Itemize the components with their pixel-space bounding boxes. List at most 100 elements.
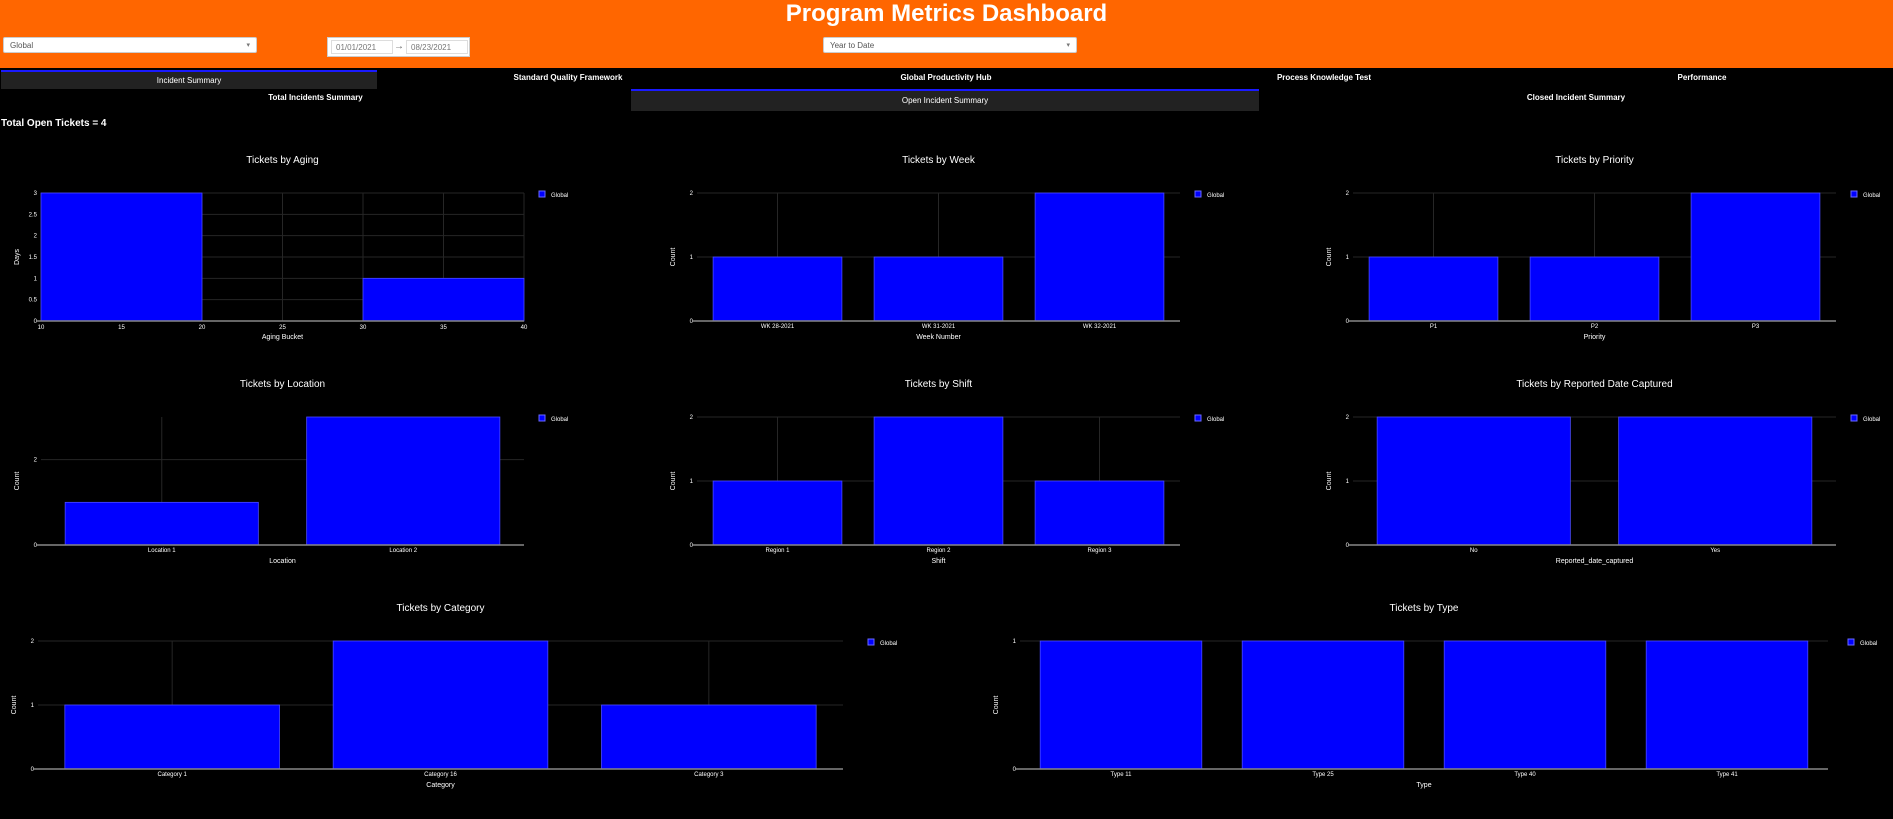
chart-4-bar: [306, 416, 501, 546]
chart-7-xtick: Category 16: [424, 772, 457, 778]
tab-global-productivity-hub[interactable]: Global Productivity Hub: [900, 73, 992, 82]
header-bar: [0, 0, 1893, 68]
chart-8-legend-swatch: [1847, 638, 1855, 646]
chart-5-bar: [873, 416, 1004, 546]
chart-7-ytick: 2: [31, 639, 35, 645]
chart-6-bar: [1618, 416, 1813, 546]
chart-6-xtick: No: [1470, 548, 1478, 554]
chart-3-xtick: P1: [1430, 324, 1438, 330]
chart-2-xtick: WK 32-2021: [1083, 324, 1117, 330]
tab-standard-quality-framework[interactable]: Standard Quality Framework: [513, 73, 623, 82]
chart-7-legend-swatch: [867, 638, 875, 646]
chart-1-xtick: 15: [118, 325, 125, 331]
end-date-input[interactable]: 08/23/2021: [406, 40, 468, 54]
chart-7-ytick: 1: [31, 703, 35, 709]
chart-3-xlabel: Priority: [1584, 334, 1606, 341]
chart-8-bar: [1241, 640, 1405, 770]
chart-4-ylabel: Count: [14, 472, 21, 491]
chart-3-bar: [1529, 256, 1660, 322]
chart-7-legend-label: Global: [880, 641, 897, 647]
chart-6-legend-label: Global: [1863, 417, 1880, 423]
chart-4-xtick: Location 2: [389, 548, 417, 554]
chart-1-ylabel: Days: [14, 249, 21, 265]
chart-1-ytick: 2: [34, 234, 38, 240]
chart-2-ytick: 0: [690, 319, 694, 325]
chart-3-title: Tickets by Priority: [1555, 155, 1634, 166]
tab-incident-summary[interactable]: Incident Summary: [1, 70, 377, 89]
tab-performance[interactable]: Performance: [1677, 73, 1727, 82]
chart-1-legend-label: Global: [551, 193, 568, 199]
chart-1-xtick: 25: [279, 325, 286, 331]
chart-2-bar: [873, 256, 1004, 322]
chart-4-legend-swatch: [538, 414, 546, 422]
chart-1-bar: [362, 277, 525, 322]
chart-4-ytick: 0: [34, 543, 38, 549]
chart-2-bar: [712, 256, 843, 322]
chart-2-ytick: 2: [690, 191, 694, 197]
chart-5-ytick: 2: [690, 415, 694, 421]
chart-5-legend-swatch: [1194, 414, 1202, 422]
chart-8-ylabel: Count: [993, 696, 1000, 715]
chart-6-xtick: Yes: [1710, 548, 1720, 554]
chart-3-ylabel: Count: [1326, 248, 1333, 267]
chart-5-xtick: Region 1: [765, 548, 790, 554]
chart-6-bar: [1376, 416, 1571, 546]
chart-1-xtick: 10: [38, 325, 45, 331]
chart-6-title: Tickets by Reported Date Captured: [1516, 379, 1672, 390]
chart-6-xlabel: Reported_date_captured: [1556, 558, 1634, 565]
chart-6-legend-swatch: [1850, 414, 1858, 422]
chart-4-xtick: Location 1: [148, 548, 176, 554]
chart-5-xtick: Region 3: [1087, 548, 1112, 554]
subtab-closed-incident-summary[interactable]: Closed Incident Summary: [1526, 93, 1626, 102]
period-select-value: Year to Date: [830, 41, 875, 50]
chart-2-legend-swatch: [1194, 190, 1202, 198]
chart-1-ytick: 1.5: [29, 255, 38, 261]
chart-8-xtick: Type 41: [1716, 772, 1738, 778]
date-range-picker[interactable]: 01/01/2021 → 08/23/2021: [327, 37, 470, 57]
chart-5-title: Tickets by Shift: [905, 379, 973, 390]
chart-3-legend-label: Global: [1863, 193, 1880, 199]
chart-5-xtick: Region 2: [926, 548, 951, 554]
chart-1-legend-swatch: [538, 190, 546, 198]
chart-2-bar: [1034, 192, 1165, 322]
chart-7-xtick: Category 3: [694, 772, 724, 778]
chart-8-bar: [1443, 640, 1607, 770]
chart-8-legend-label: Global: [1860, 641, 1877, 647]
chart-5-bar: [712, 480, 843, 546]
region-select-value: Global: [10, 41, 34, 50]
chart-1-xtick: 40: [521, 325, 528, 331]
chart-3-ytick: 0: [1346, 319, 1350, 325]
tab-process-knowledge-test[interactable]: Process Knowledge Test: [1276, 73, 1372, 82]
chart-4-xlabel: Location: [269, 558, 296, 565]
chart-8-xtick: Type 11: [1111, 772, 1133, 778]
page-title: Program Metrics Dashboard: [785, 0, 1108, 27]
chart-3-legend-swatch: [1850, 190, 1858, 198]
chart-5-ytick: 1: [690, 479, 694, 485]
subtab-open-incident-summary[interactable]: Open Incident Summary: [631, 89, 1259, 111]
chart-1-xlabel: Aging Bucket: [262, 334, 303, 341]
chart-7-ylabel: Count: [11, 696, 18, 715]
chart-2-title: Tickets by Week: [902, 155, 976, 166]
chart-8-ytick: 1: [1013, 639, 1017, 645]
chart-1-xtick: 20: [199, 325, 206, 331]
chart-1-ytick: 0.5: [29, 298, 38, 304]
region-select[interactable]: Global ▾: [3, 37, 257, 53]
chart-3-bar: [1368, 256, 1499, 322]
chart-2-ytick: 1: [690, 255, 694, 261]
chart-3-xtick: P3: [1752, 324, 1760, 330]
subtab-total-incidents-summary[interactable]: Total Incidents Summary: [268, 93, 363, 102]
period-select[interactable]: Year to Date ▾: [823, 37, 1077, 53]
chart-7-title: Tickets by Category: [397, 603, 485, 614]
chart-5-ytick: 0: [690, 543, 694, 549]
chevron-down-icon: ▾: [246, 42, 250, 49]
chart-3-bar: [1690, 192, 1821, 322]
chart-7-bar: [332, 640, 549, 770]
start-date-input[interactable]: 01/01/2021: [331, 40, 393, 54]
arrow-right-icon: →: [394, 41, 404, 52]
chart-4-bar: [64, 501, 259, 546]
chart-3-xtick: P2: [1591, 324, 1599, 330]
chart-5-xlabel: Shift: [931, 558, 945, 565]
chart-1-ytick: 2.5: [29, 212, 38, 218]
chart-6-ytick: 0: [1346, 543, 1350, 549]
